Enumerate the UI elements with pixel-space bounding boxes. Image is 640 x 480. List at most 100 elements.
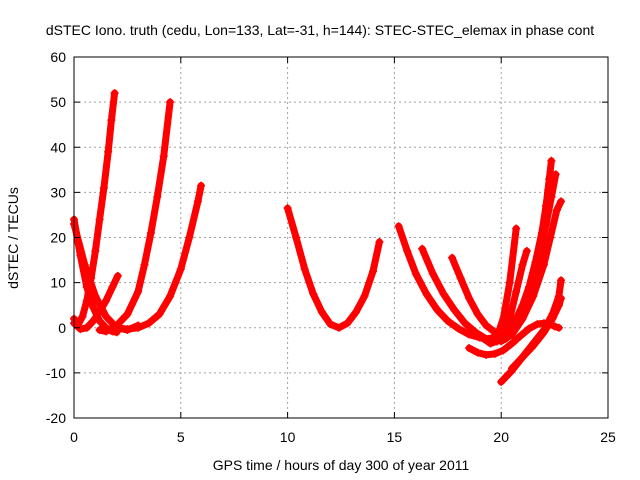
data-point	[473, 310, 482, 319]
data-point	[80, 260, 89, 269]
data-point	[89, 303, 98, 312]
data-point	[394, 222, 403, 231]
data-point	[123, 310, 132, 319]
series-line	[96, 98, 174, 335]
data-point	[193, 197, 202, 206]
data-point	[518, 307, 527, 316]
x-tick-label: 0	[70, 429, 78, 445]
data-point	[197, 181, 206, 190]
data-point	[554, 301, 563, 310]
data-point	[533, 320, 542, 329]
data-point	[82, 323, 91, 332]
data-point	[104, 147, 113, 156]
data-point	[448, 253, 457, 262]
data-point	[144, 319, 153, 328]
data-point	[300, 265, 309, 274]
data-point	[535, 251, 544, 260]
y-tick-label: -20	[46, 410, 66, 426]
data-point	[78, 312, 87, 321]
data-point	[326, 320, 335, 329]
data-series	[112, 181, 206, 334]
data-point	[529, 341, 538, 350]
x-tick-label: 20	[493, 429, 509, 445]
data-point	[460, 319, 469, 328]
data-point	[486, 337, 495, 346]
data-point	[74, 320, 83, 329]
data-point	[473, 330, 482, 339]
data-point	[422, 289, 431, 298]
data-point	[465, 344, 474, 353]
data-point	[102, 327, 111, 336]
series-line	[113, 182, 205, 333]
data-point	[107, 116, 116, 125]
data-point	[518, 353, 527, 362]
data-point	[292, 233, 301, 242]
data-point	[82, 296, 91, 305]
data-point	[102, 312, 111, 321]
data-point	[433, 305, 442, 314]
y-tick-label: 60	[50, 49, 66, 65]
data-series	[283, 204, 384, 332]
data-point	[507, 364, 516, 373]
data-point	[140, 260, 149, 269]
data-point	[159, 152, 168, 161]
data-point	[418, 244, 427, 253]
data-point	[166, 98, 175, 107]
data-point	[95, 326, 104, 335]
data-point	[527, 283, 536, 292]
data-point	[480, 335, 489, 344]
data-point	[547, 156, 556, 165]
data-point	[465, 330, 474, 339]
x-tick-label: 15	[387, 429, 403, 445]
data-point	[542, 219, 551, 228]
data-point	[317, 307, 326, 316]
data-point	[482, 350, 491, 359]
data-point	[456, 274, 465, 283]
x-tick-label: 25	[600, 429, 616, 445]
data-point	[134, 323, 143, 332]
data-point	[551, 170, 560, 179]
data-point	[91, 292, 100, 301]
data-point	[166, 292, 175, 301]
x-tick-label: 10	[280, 429, 296, 445]
series-layer	[70, 89, 566, 386]
data-point	[554, 323, 563, 332]
data-point	[548, 314, 557, 323]
data-point	[539, 260, 548, 269]
data-point	[334, 323, 343, 332]
y-tick-label: 0	[58, 320, 66, 336]
data-point	[375, 238, 384, 247]
data-point	[505, 278, 514, 287]
data-point	[411, 269, 420, 278]
data-point	[428, 269, 437, 278]
data-point	[512, 287, 521, 296]
data-point	[113, 271, 122, 280]
data-point	[91, 247, 100, 256]
data-point	[153, 192, 162, 201]
data-point	[497, 377, 506, 386]
data-point	[99, 183, 108, 192]
y-tick-label: -10	[46, 365, 66, 381]
data-point	[450, 305, 459, 314]
data-point	[507, 339, 516, 348]
data-point	[110, 89, 119, 98]
data-point	[550, 322, 559, 331]
data-point	[454, 324, 463, 333]
data-point	[155, 310, 164, 319]
data-series	[95, 98, 175, 336]
y-tick-label: 30	[50, 184, 66, 200]
data-point	[524, 324, 533, 333]
data-point	[112, 323, 121, 332]
y-tick-label: 50	[50, 94, 66, 110]
data-point	[546, 233, 555, 242]
data-point	[89, 316, 98, 325]
data-point	[547, 192, 556, 201]
data-point	[360, 292, 369, 301]
data-point	[369, 267, 378, 276]
data-point	[518, 260, 527, 269]
tick-labels: 0 5 10 15 20 25 -20 -10 0 10 20 30 40 50 60	[46, 49, 616, 445]
data-point	[102, 296, 111, 305]
data-point	[309, 289, 318, 298]
